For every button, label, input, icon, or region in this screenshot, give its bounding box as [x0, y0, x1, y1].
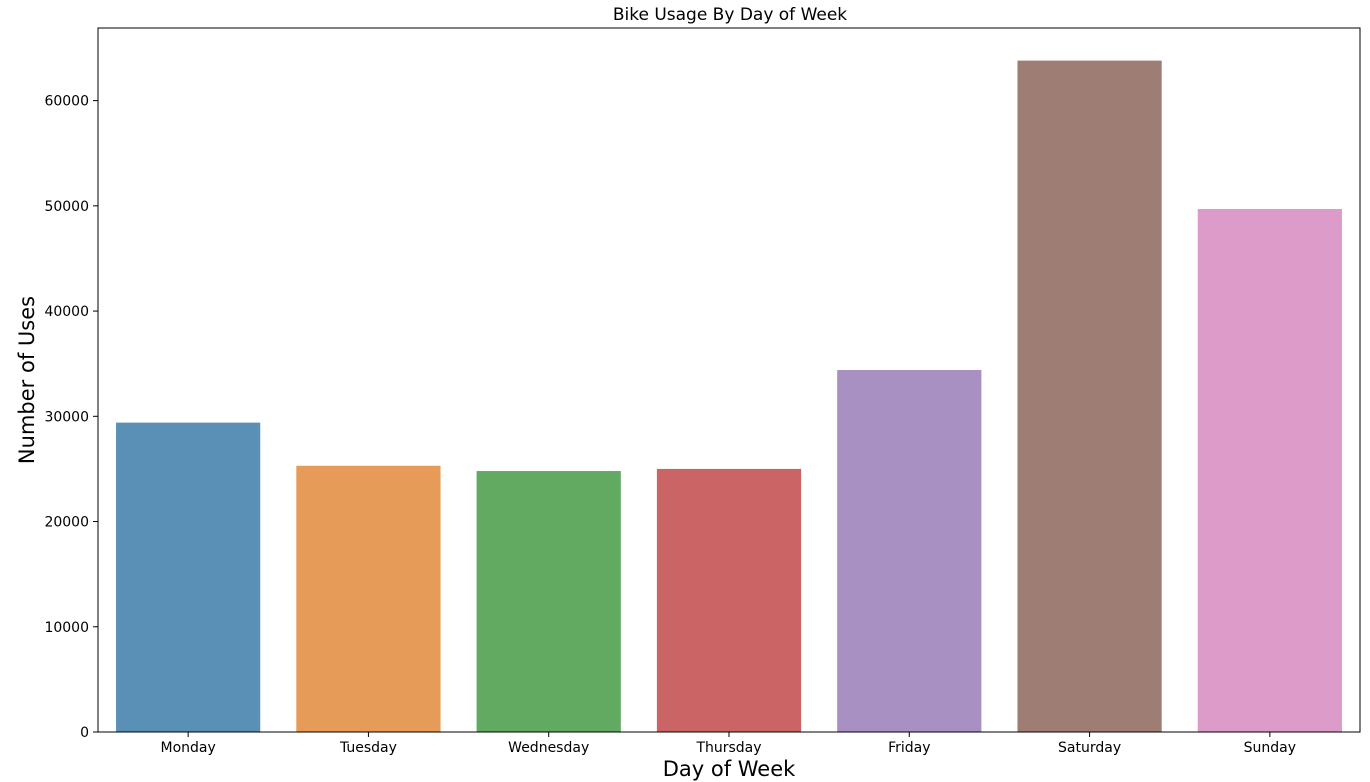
x-tick-label: Thursday [695, 740, 761, 756]
bars-layer [116, 60, 1342, 733]
y-tick-label: 60000 [44, 94, 89, 110]
x-tick-label: Wednesday [508, 740, 589, 756]
y-tick-label: 10000 [44, 620, 89, 636]
bar-tuesday [296, 465, 441, 732]
y-tick-label: 50000 [44, 199, 89, 215]
chart-title: Bike Usage By Day of Week [613, 5, 847, 25]
x-axis-label: Day of Week [663, 757, 796, 781]
y-tick-label: 20000 [44, 515, 89, 531]
x-tick-label: Sunday [1244, 740, 1296, 756]
y-tick-label: 40000 [44, 304, 89, 320]
bar-thursday [656, 468, 802, 732]
y-axis-label: Number of Uses [15, 296, 39, 464]
x-tick-label: Saturday [1058, 740, 1121, 756]
x-axis: Monday Tuesday Wednesday Thursday Friday Satu… [161, 732, 1296, 756]
bar-friday [837, 370, 982, 732]
x-tick-label: Tuesday [339, 740, 397, 756]
x-tick-label: Monday [161, 740, 216, 756]
y-axis: 0 10000 20000 30000 40000 50000 60000 [44, 94, 98, 741]
x-tick-label: Friday [888, 740, 930, 756]
y-tick-label: 0 [80, 725, 89, 741]
bar-monday [116, 422, 261, 732]
bar-wednesday [476, 471, 621, 732]
y-tick-label: 30000 [44, 409, 89, 425]
bar-saturday [1017, 60, 1162, 733]
bar-sunday [1197, 209, 1342, 732]
